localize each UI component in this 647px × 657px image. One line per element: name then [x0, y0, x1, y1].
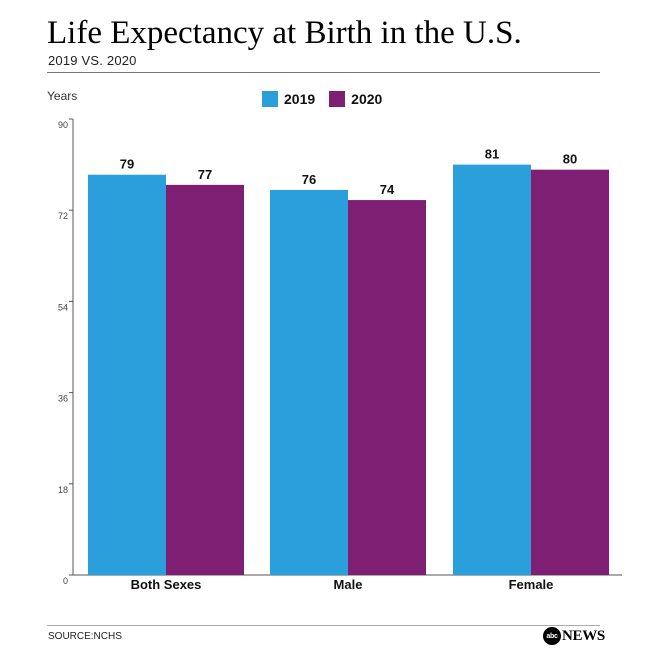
legend-swatch-2020: [329, 91, 346, 107]
data-label: 80: [563, 152, 577, 167]
legend: 2019 2020: [262, 91, 396, 107]
x-tick-label: Both Sexes: [131, 577, 202, 592]
x-tick-label: Female: [509, 577, 554, 592]
legend-swatch-2019: [262, 91, 278, 107]
data-label: 77: [198, 167, 212, 182]
source-note: SOURCE:NCHS: [48, 631, 122, 642]
y-tick-label: 72: [58, 211, 68, 221]
bar-2019-both-sexes: [88, 174, 166, 575]
bar-2019-male: [270, 189, 348, 575]
data-label: 76: [302, 172, 316, 187]
y-tick-label: 54: [58, 302, 68, 312]
legend-item-2019: 2019: [262, 91, 315, 107]
data-label: 74: [380, 182, 395, 197]
y-tick-label: 90: [58, 120, 68, 130]
chart-title: Life Expectancy at Birth in the U.S.: [47, 15, 522, 51]
legend-item-2020: 2020: [329, 91, 382, 107]
y-tick-label: 36: [58, 394, 68, 404]
legend-label-2019: 2019: [284, 91, 316, 107]
x-tick-label: Male: [334, 577, 363, 592]
y-tick-label: 0: [63, 576, 68, 586]
bar-2019-female: [453, 164, 531, 575]
bar-2020-male: [348, 200, 426, 576]
abc-news-logo: abc NEWS: [543, 627, 605, 645]
legend-label-2020: 2020: [351, 91, 383, 107]
news-logo-text: NEWS: [562, 627, 605, 644]
header-divider: [47, 72, 600, 73]
footer-divider: [47, 625, 600, 626]
bar-2020-both-sexes: [166, 184, 244, 575]
bar-2020-female: [531, 169, 609, 575]
y-tick-label: 18: [58, 485, 68, 495]
chart-subtitle: 2019 VS. 2020: [48, 53, 137, 68]
abc-logo-disc: abc: [543, 627, 561, 645]
data-label: 81: [485, 147, 499, 162]
y-axis-title: Years: [47, 89, 77, 103]
data-label: 79: [120, 157, 134, 172]
